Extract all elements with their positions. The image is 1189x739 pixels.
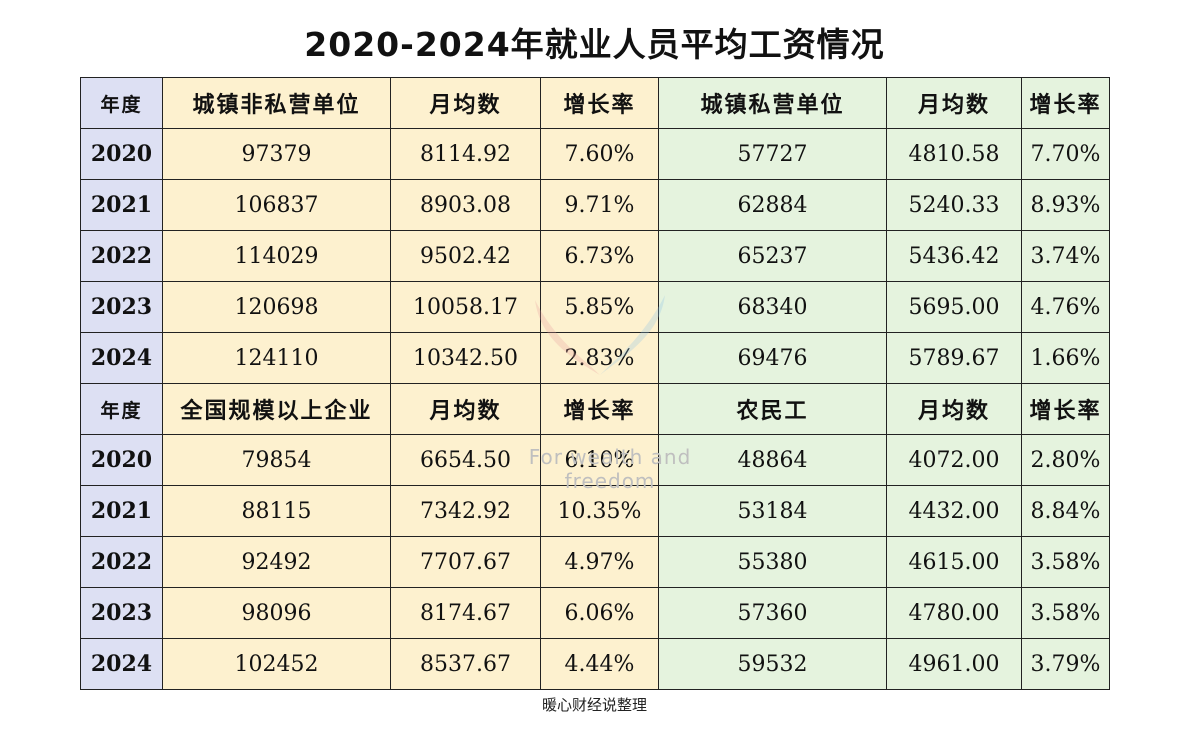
table-cell: 57360 bbox=[658, 587, 887, 639]
table-cell: 48864 bbox=[658, 434, 887, 486]
table-cell: 7.60% bbox=[540, 128, 659, 180]
column-header: 城镇私营单位 bbox=[658, 77, 887, 129]
table-cell: 92492 bbox=[162, 536, 391, 588]
table-cell: 62884 bbox=[658, 179, 887, 231]
table-cell: 97379 bbox=[162, 128, 391, 180]
table-header-row: 年度 全国规模以上企业 月均数 增长率 农民工 月均数 增长率 bbox=[80, 383, 1110, 435]
table-cell: 8114.92 bbox=[390, 128, 541, 180]
source-credit: 暖心财经说整理 bbox=[541, 696, 647, 714]
table-row: 2020 97379 8114.92 7.60% 57727 4810.58 7.70% bbox=[80, 128, 1110, 180]
column-header: 月均数 bbox=[886, 383, 1022, 435]
table-row: 2024 102452 8537.67 4.44% 59532 4961.00 3.79% bbox=[80, 638, 1110, 690]
table-cell: 57727 bbox=[658, 128, 887, 180]
table-cell: 120698 bbox=[162, 281, 391, 333]
table-cell: 6.10% bbox=[540, 434, 659, 486]
table-cell: 53184 bbox=[658, 485, 887, 537]
table-cell: 5789.67 bbox=[886, 332, 1022, 384]
table-row: 2024 124110 10342.50 2.83% 69476 5789.67 1.66% bbox=[80, 332, 1110, 384]
table-cell: 10342.50 bbox=[390, 332, 541, 384]
table-cell: 4.76% bbox=[1021, 281, 1110, 333]
watermark-text: For wealth and freedom bbox=[528, 445, 692, 493]
table-cell: 10.35% bbox=[540, 485, 659, 537]
column-header: 增长率 bbox=[1021, 77, 1110, 129]
table-cell: 55380 bbox=[658, 536, 887, 588]
column-header: 月均数 bbox=[390, 77, 541, 129]
table-cell: 9502.42 bbox=[390, 230, 541, 282]
column-header: 增长率 bbox=[540, 383, 659, 435]
table-cell: 5240.33 bbox=[886, 179, 1022, 231]
table-cell: 8.84% bbox=[1021, 485, 1110, 537]
watermark-logo bbox=[535, 295, 665, 375]
table-cell: 8903.08 bbox=[390, 179, 541, 231]
table-cell: 1.66% bbox=[1021, 332, 1110, 384]
table-cell: 5.85% bbox=[540, 281, 659, 333]
table-cell: 3.58% bbox=[1021, 587, 1110, 639]
year-cell: 2023 bbox=[80, 587, 163, 639]
table-cell: 8174.67 bbox=[390, 587, 541, 639]
table-row: 2022 92492 7707.67 4.97% 55380 4615.00 3.58% bbox=[80, 536, 1110, 588]
table-cell: 68340 bbox=[658, 281, 887, 333]
table-row: 2022 114029 9502.42 6.73% 65237 5436.42 3.74% bbox=[80, 230, 1110, 282]
table-cell: 4.97% bbox=[540, 536, 659, 588]
table-row: 2023 98096 8174.67 6.06% 57360 4780.00 3.58% bbox=[80, 587, 1110, 639]
table-row: 2021 106837 8903.08 9.71% 62884 5240.33 8.93% bbox=[80, 179, 1110, 231]
table-cell: 7.70% bbox=[1021, 128, 1110, 180]
column-header: 增长率 bbox=[1021, 383, 1110, 435]
year-cell: 2024 bbox=[80, 638, 163, 690]
table-cell: 4780.00 bbox=[886, 587, 1022, 639]
year-cell: 2020 bbox=[80, 434, 163, 486]
table-cell: 5436.42 bbox=[886, 230, 1022, 282]
year-cell: 2023 bbox=[80, 281, 163, 333]
table-row: 2021 88115 7342.92 10.35% 53184 4432.00 8.84% bbox=[80, 485, 1110, 537]
year-cell: 2022 bbox=[80, 536, 163, 588]
table-cell: 8537.67 bbox=[390, 638, 541, 690]
table-cell: 3.74% bbox=[1021, 230, 1110, 282]
table-cell: 88115 bbox=[162, 485, 391, 537]
column-header: 全国规模以上企业 bbox=[162, 383, 391, 435]
table-row: 2023 120698 10058.17 5.85% 68340 5695.00 4.76% bbox=[80, 281, 1110, 333]
table-cell: 7342.92 bbox=[390, 485, 541, 537]
table-cell: 2.80% bbox=[1021, 434, 1110, 486]
table-cell: 6.73% bbox=[540, 230, 659, 282]
table-cell: 69476 bbox=[658, 332, 887, 384]
column-header: 年度 bbox=[80, 77, 163, 129]
wage-table: 年度 城镇非私营单位 月均数 增长率 城镇私营单位 月均数 增长率 2020 97379 8114… bbox=[80, 77, 1110, 690]
table-cell: 4961.00 bbox=[886, 638, 1022, 690]
year-cell: 2022 bbox=[80, 230, 163, 282]
table-cell: 114029 bbox=[162, 230, 391, 282]
column-header: 城镇非私营单位 bbox=[162, 77, 391, 129]
table-cell: 102452 bbox=[162, 638, 391, 690]
year-cell: 2024 bbox=[80, 332, 163, 384]
table-cell: 5695.00 bbox=[886, 281, 1022, 333]
year-cell: 2021 bbox=[80, 179, 163, 231]
table-cell: 4.44% bbox=[540, 638, 659, 690]
year-cell: 2020 bbox=[80, 128, 163, 180]
table-cell: 6.06% bbox=[540, 587, 659, 639]
table-cell: 106837 bbox=[162, 179, 391, 231]
table-cell: 98096 bbox=[162, 587, 391, 639]
table-cell: 3.58% bbox=[1021, 536, 1110, 588]
table-cell: 79854 bbox=[162, 434, 391, 486]
table-cell: 4810.58 bbox=[886, 128, 1022, 180]
page-title: 2020-2024年就业人员平均工资情况 bbox=[304, 25, 885, 64]
column-header: 增长率 bbox=[540, 77, 659, 129]
table-cell: 2.83% bbox=[540, 332, 659, 384]
table-cell: 4615.00 bbox=[886, 536, 1022, 588]
column-header: 月均数 bbox=[390, 383, 541, 435]
table-header-row: 年度 城镇非私营单位 月均数 增长率 城镇私营单位 月均数 增长率 bbox=[80, 77, 1110, 129]
table-cell: 3.79% bbox=[1021, 638, 1110, 690]
table-cell: 59532 bbox=[658, 638, 887, 690]
column-header: 年度 bbox=[80, 383, 163, 435]
table-cell: 124110 bbox=[162, 332, 391, 384]
table-cell: 4432.00 bbox=[886, 485, 1022, 537]
table-cell: 8.93% bbox=[1021, 179, 1110, 231]
table-cell: 9.71% bbox=[540, 179, 659, 231]
table-cell: 4072.00 bbox=[886, 434, 1022, 486]
year-cell: 2021 bbox=[80, 485, 163, 537]
table-cell: 7707.67 bbox=[390, 536, 541, 588]
table-cell: 65237 bbox=[658, 230, 887, 282]
column-header: 月均数 bbox=[886, 77, 1022, 129]
column-header: 农民工 bbox=[658, 383, 887, 435]
